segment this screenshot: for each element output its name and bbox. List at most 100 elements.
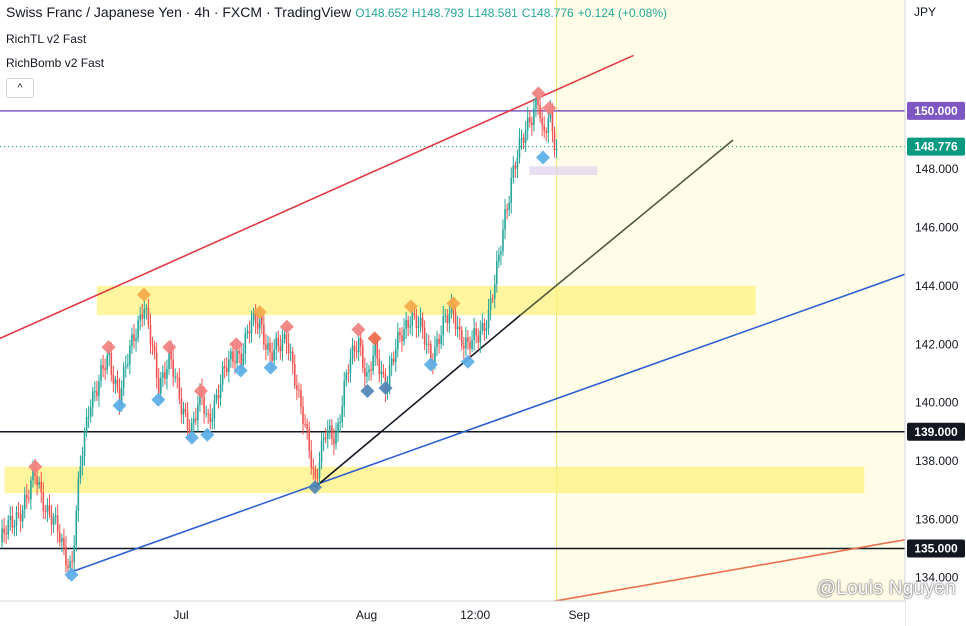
candle-body (174, 376, 177, 378)
author-watermark: @Louis Nguyen (816, 578, 956, 599)
price-tick-label: 134.000 (915, 571, 959, 585)
candle-body (219, 384, 222, 399)
candle-body (287, 343, 290, 354)
candle-body (372, 355, 374, 371)
candle-body (120, 388, 123, 405)
candle-body (155, 352, 158, 379)
candle-body (46, 505, 49, 512)
price-axis[interactable] (905, 0, 966, 626)
candle-body (516, 158, 519, 169)
sell-signal-marker[interactable] (229, 337, 244, 352)
candle-body (203, 396, 205, 414)
buy-signal-marker[interactable] (378, 381, 393, 396)
candle-body (190, 423, 193, 433)
trendline-rising[interactable] (314, 314, 521, 488)
sell-signal-marker[interactable] (136, 287, 151, 302)
buy-signal-marker[interactable] (460, 354, 475, 369)
candle-body (539, 105, 541, 118)
trendline-rising-ext[interactable] (519, 139, 734, 316)
candle-body (248, 331, 251, 334)
candle-body (483, 322, 486, 331)
candle-body (100, 365, 102, 382)
sell-signal-marker[interactable] (279, 319, 294, 334)
candle-body (495, 261, 498, 284)
indicator-richtl[interactable]: RichTL v2 Fast (6, 32, 87, 46)
symbol-legend: Swiss Franc / Japanese Yen · 4h · FXCM ·… (6, 4, 667, 20)
trendline-lower[interactable] (538, 538, 906, 605)
sell-signal-marker[interactable] (162, 340, 177, 355)
candle-body (118, 388, 121, 405)
candle-body (269, 342, 271, 353)
sell-signal-marker[interactable] (193, 383, 208, 398)
candle-body (250, 320, 253, 334)
candle-body (423, 327, 426, 345)
buy-signal-marker[interactable] (112, 398, 127, 413)
candle-body (320, 440, 323, 463)
candle-body (215, 394, 218, 401)
time-axis[interactable] (0, 601, 905, 626)
buy-signal-marker[interactable] (360, 383, 375, 398)
candle-body (170, 348, 172, 360)
candle-body (454, 312, 457, 330)
candle-body (77, 478, 80, 511)
candle-body (275, 337, 278, 350)
candle-body (485, 328, 488, 331)
candle-body (318, 462, 321, 478)
buy-signal-marker[interactable] (64, 567, 79, 582)
ohlc-high: H148.793 (411, 6, 464, 20)
sell-signal-marker[interactable] (28, 459, 43, 474)
candle-body (512, 165, 515, 179)
candle-body (54, 515, 57, 518)
buy-signal-marker[interactable] (423, 357, 438, 372)
interval[interactable]: 4h (194, 4, 210, 20)
candle-body (48, 505, 51, 515)
candle-body (36, 476, 38, 486)
candle-body (71, 561, 73, 563)
candle-body (434, 347, 436, 364)
buy-signal-marker[interactable] (536, 150, 550, 165)
candle-body (197, 404, 199, 421)
buy-signal-marker[interactable] (151, 392, 166, 407)
candle-body (446, 315, 449, 323)
candle-body (83, 431, 86, 457)
supply-demand-zone[interactable] (4, 466, 865, 494)
sell-signal-marker[interactable] (403, 299, 418, 314)
supply-demand-zone[interactable] (96, 285, 756, 316)
trendline-support[interactable] (71, 273, 906, 573)
projection-box (529, 166, 598, 176)
candle-body (178, 377, 181, 399)
candle-body (271, 352, 273, 361)
candle-body (127, 364, 129, 366)
candle-body (407, 320, 409, 328)
sell-signal-marker[interactable] (542, 100, 557, 115)
buy-signal-marker[interactable] (200, 427, 215, 442)
candle-body (364, 368, 366, 377)
sell-signal-marker[interactable] (351, 322, 366, 337)
sell-signal-marker[interactable] (367, 331, 382, 346)
candle-body (63, 538, 65, 547)
sell-signal-marker[interactable] (252, 305, 267, 320)
sell-signal-marker[interactable] (446, 296, 461, 311)
buy-signal-marker[interactable] (307, 480, 322, 495)
candle-body (277, 337, 280, 346)
buy-signal-marker[interactable] (184, 430, 199, 445)
collapse-indicators-button[interactable]: ^ (6, 78, 34, 98)
indicator-richbomb[interactable]: RichBomb v2 Fast (6, 56, 105, 70)
candle-body (306, 424, 308, 430)
candle-body (254, 312, 257, 324)
candle-body (244, 333, 247, 354)
candle-body (518, 139, 521, 159)
candle-body (96, 391, 98, 396)
candle-body (13, 525, 16, 528)
sell-signal-marker[interactable] (531, 86, 546, 101)
buy-signal-marker[interactable] (233, 363, 248, 378)
sell-signal-marker[interactable] (101, 340, 116, 355)
candle-body (473, 328, 475, 341)
candle-body (211, 418, 214, 422)
candle-body (5, 533, 7, 535)
candle-body (279, 345, 282, 352)
buy-signal-marker[interactable] (263, 360, 278, 375)
candle-body (135, 338, 137, 342)
trendline-resistance[interactable] (0, 54, 634, 340)
